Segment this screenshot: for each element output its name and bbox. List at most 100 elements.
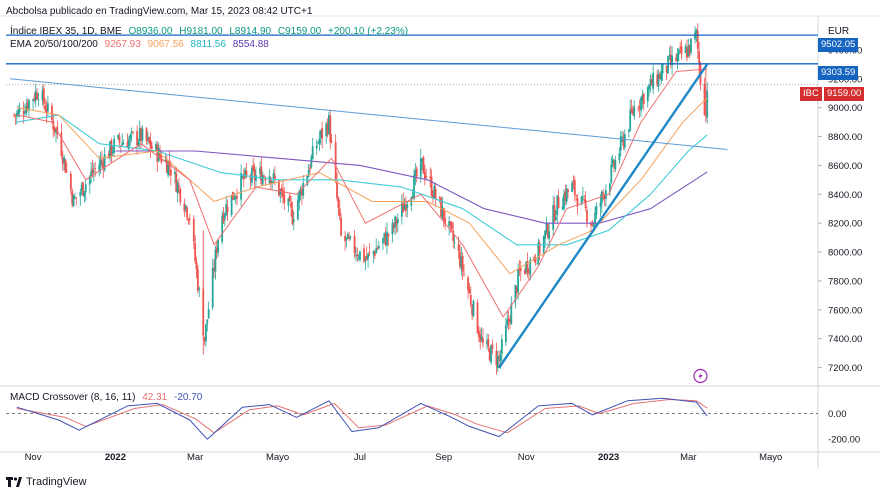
ema50-value: 9067.56 bbox=[147, 39, 184, 50]
candle bbox=[129, 132, 132, 146]
candle-body bbox=[223, 214, 226, 219]
candle-body bbox=[33, 97, 36, 101]
candle-body bbox=[259, 168, 261, 174]
candle-body bbox=[556, 195, 559, 215]
candle-body bbox=[211, 267, 214, 308]
candle-body bbox=[536, 263, 538, 265]
candle-body bbox=[688, 44, 691, 54]
candle bbox=[675, 53, 678, 62]
candle bbox=[46, 95, 49, 118]
candle-body bbox=[510, 303, 513, 325]
x-tick-label: 2023 bbox=[598, 452, 619, 463]
candle-body bbox=[300, 189, 303, 196]
candle bbox=[421, 158, 424, 171]
candle-body bbox=[480, 336, 483, 340]
lightning-glyph bbox=[698, 372, 703, 380]
candle-body bbox=[94, 168, 97, 169]
candle bbox=[145, 126, 148, 145]
y-tick-label: 7200.00 bbox=[828, 363, 862, 374]
candle-body bbox=[554, 216, 557, 220]
candle-body bbox=[375, 248, 378, 254]
candle bbox=[441, 196, 444, 220]
x-tick-label: Nov bbox=[25, 452, 42, 463]
y-tick-label: 8800.00 bbox=[828, 132, 862, 143]
candle bbox=[527, 268, 530, 281]
candle-body bbox=[563, 194, 565, 209]
candle bbox=[74, 192, 76, 200]
candle bbox=[392, 222, 395, 233]
candle bbox=[28, 98, 30, 119]
candle-body bbox=[509, 319, 511, 323]
candle-body bbox=[467, 277, 469, 291]
candle-body bbox=[630, 108, 633, 112]
candle-body bbox=[402, 202, 405, 213]
candle-body bbox=[668, 55, 671, 57]
candle bbox=[387, 233, 390, 246]
candle-body bbox=[488, 348, 491, 361]
candle bbox=[232, 191, 234, 201]
candle-body bbox=[132, 131, 134, 133]
candle-body bbox=[696, 30, 699, 49]
candle-body bbox=[567, 189, 569, 192]
candle bbox=[75, 197, 78, 206]
candle bbox=[523, 267, 526, 275]
candle bbox=[668, 47, 671, 61]
candle-body bbox=[264, 178, 267, 181]
candle bbox=[556, 195, 559, 224]
candle bbox=[345, 237, 348, 248]
candle bbox=[217, 238, 220, 258]
candle bbox=[192, 215, 195, 249]
candle bbox=[334, 134, 337, 184]
candle bbox=[573, 176, 576, 202]
candle bbox=[63, 154, 65, 171]
y-tick-label: 7400.00 bbox=[828, 334, 862, 345]
candle-body bbox=[245, 170, 248, 176]
candle-body bbox=[129, 134, 132, 140]
candle bbox=[611, 154, 614, 168]
candle-body bbox=[611, 159, 614, 164]
candle-body bbox=[184, 205, 187, 209]
tradingview-branding[interactable]: TradingView bbox=[6, 476, 87, 488]
candle-body bbox=[571, 182, 574, 192]
candle bbox=[430, 169, 433, 198]
candle bbox=[268, 168, 271, 185]
candle-body bbox=[179, 188, 182, 203]
candle bbox=[126, 133, 129, 149]
candle-body bbox=[459, 251, 461, 267]
ema200-line bbox=[115, 150, 708, 224]
candle bbox=[236, 188, 238, 206]
candle-body bbox=[609, 183, 611, 192]
candle-body bbox=[387, 234, 390, 237]
candle bbox=[538, 239, 541, 261]
candle bbox=[141, 125, 144, 144]
candle bbox=[565, 184, 568, 205]
candle bbox=[337, 196, 340, 216]
candle bbox=[329, 109, 332, 150]
candle-body bbox=[363, 248, 365, 262]
candle-body bbox=[463, 273, 465, 275]
candle-body bbox=[422, 156, 425, 174]
candle-body bbox=[348, 236, 351, 239]
candle-body bbox=[90, 171, 93, 177]
candle-body bbox=[646, 87, 649, 102]
candle-body bbox=[36, 92, 38, 100]
ema20-line bbox=[16, 68, 708, 318]
candle bbox=[391, 218, 394, 243]
candle-body bbox=[487, 338, 490, 347]
candle bbox=[198, 286, 201, 298]
candle bbox=[491, 339, 494, 355]
candle bbox=[586, 206, 588, 228]
candle bbox=[433, 182, 436, 199]
candle-body bbox=[629, 109, 632, 131]
candle-body bbox=[91, 168, 94, 174]
candle bbox=[571, 180, 574, 193]
candle bbox=[595, 202, 598, 220]
candle-body bbox=[604, 189, 607, 199]
candle-body bbox=[271, 181, 274, 184]
candle bbox=[423, 164, 426, 186]
candle bbox=[184, 204, 187, 213]
candle bbox=[242, 168, 245, 188]
candle bbox=[384, 227, 387, 247]
candle bbox=[698, 41, 701, 75]
